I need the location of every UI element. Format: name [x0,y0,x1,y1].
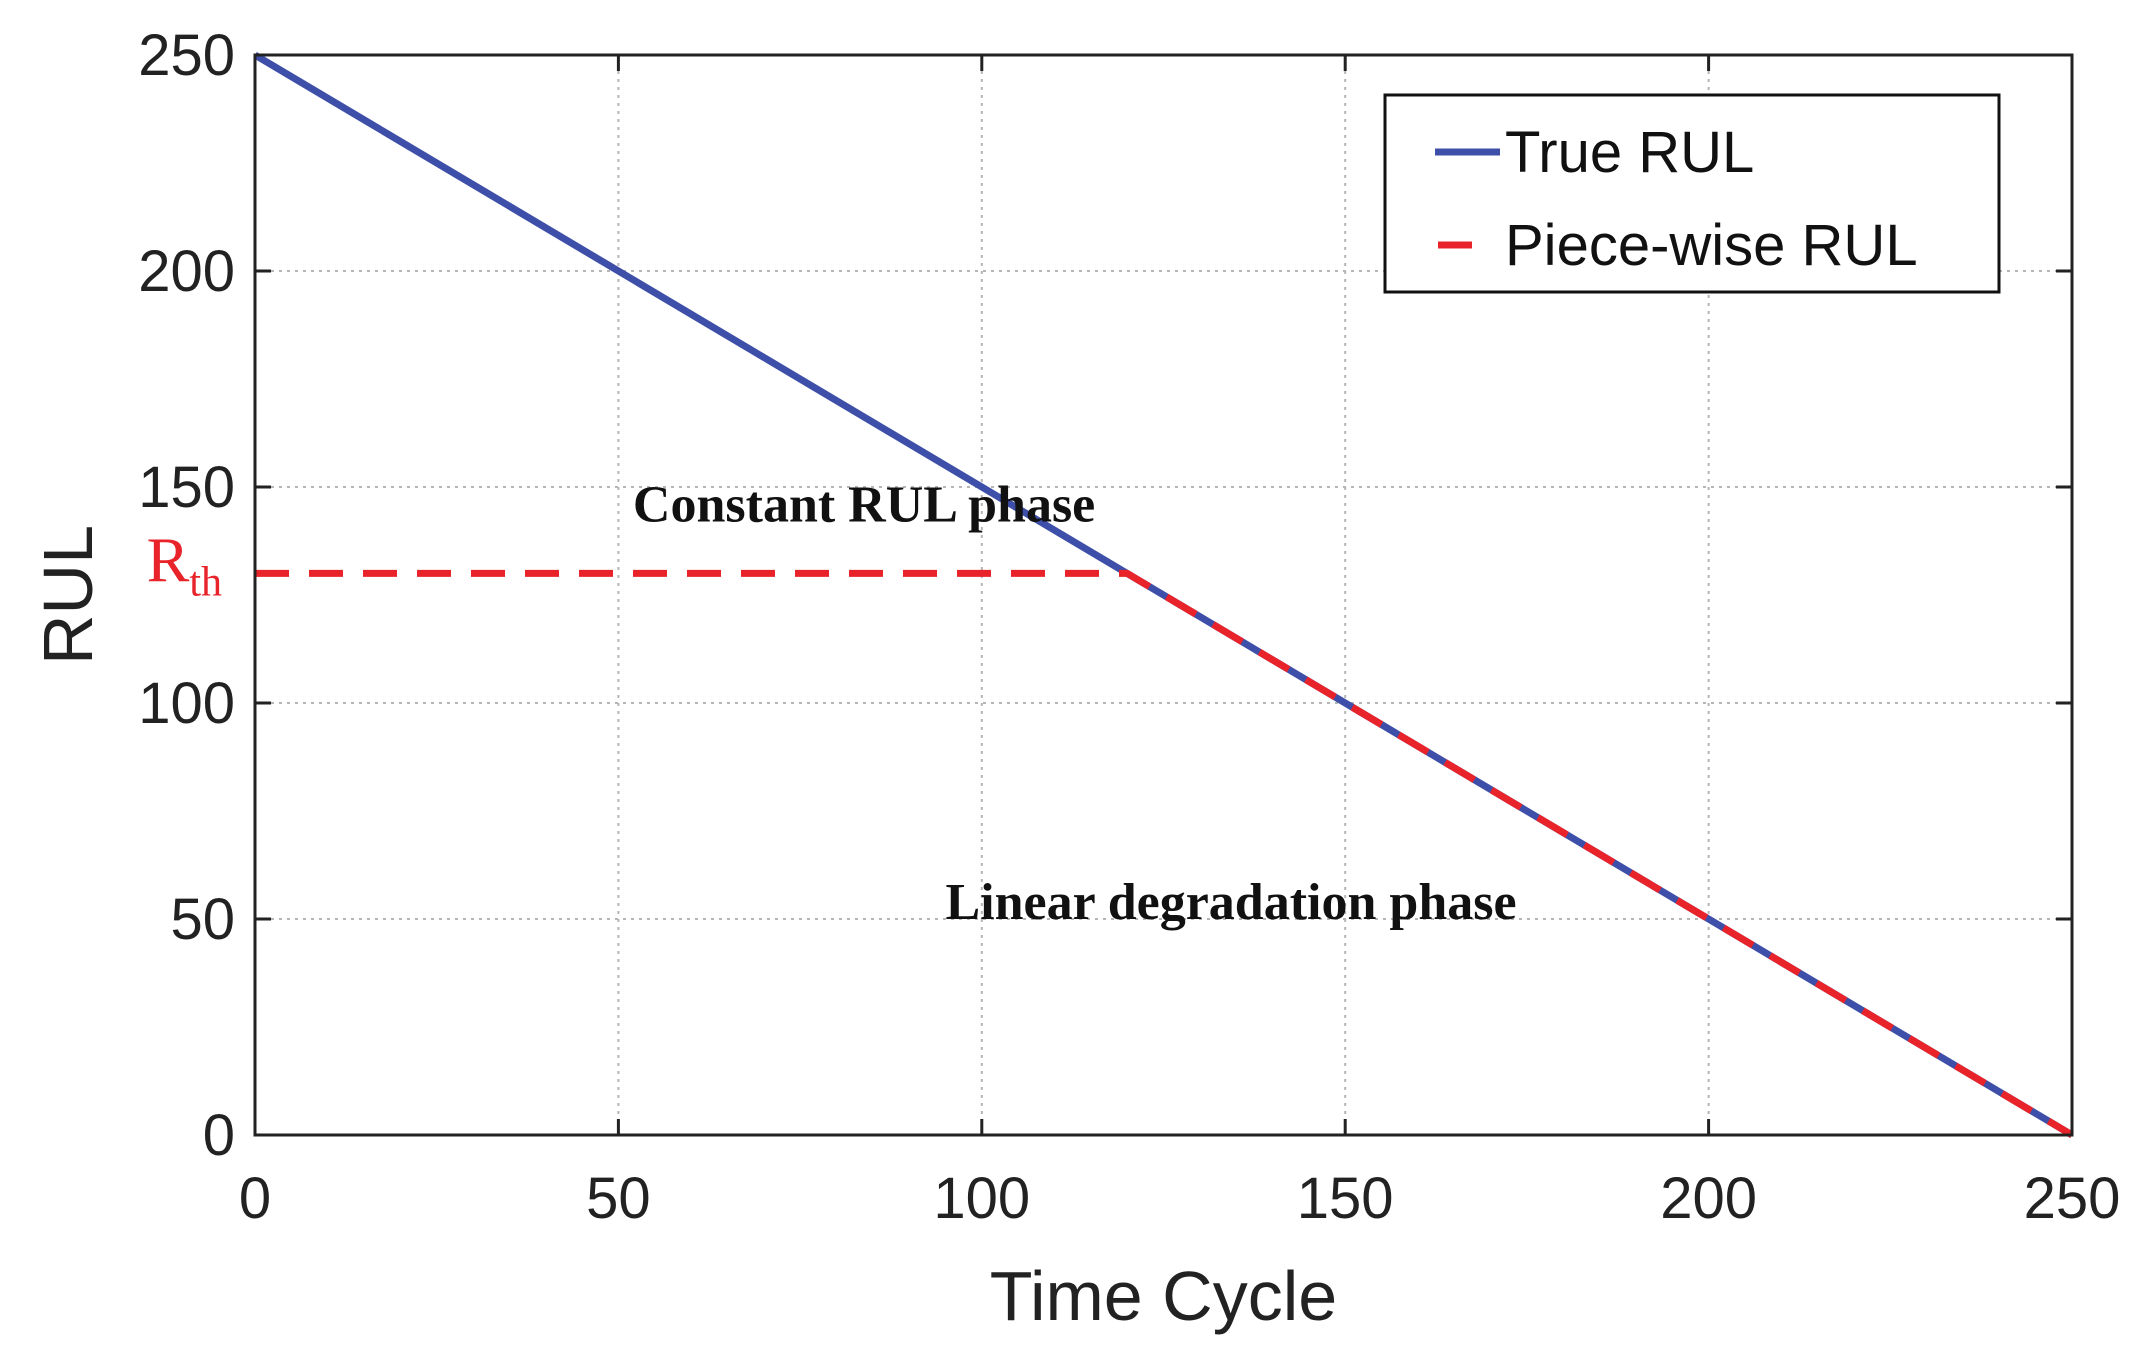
y-tick-label-250: 250 [138,23,235,88]
y-tick-labels: 0 50 100 150 200 250 [138,23,235,1168]
phase-annotations: Constant RUL phase Linear degradation pha… [633,477,1517,931]
threshold-label-sub: th [189,559,222,605]
y-tick-label-50: 50 [170,887,235,952]
plot-frame [253,53,2074,1137]
x-tick-label-50: 50 [586,1166,651,1231]
legend-label-piecewise-rul: Piece-wise RUL [1505,213,1918,278]
y-tick-label-0: 0 [203,1103,235,1168]
x-axis-title: Time Cycle [990,1257,1337,1335]
x-tick-label-200: 200 [1660,1166,1757,1231]
legend-box [1383,93,2001,294]
y-tick-label-100: 100 [138,671,235,736]
y-tick-label-200: 200 [138,239,235,304]
series-lines [253,51,2074,1139]
phase-annotation-1: Linear degradation phase [945,874,1516,931]
y-axis-title: RUL [29,525,107,665]
legend: True RUL Piece-wise RUL [1383,93,2001,294]
series-line-true-rul [253,51,2074,1139]
phase-annotation-0: Constant RUL phase [633,477,1095,534]
threshold-label-main: R [147,524,190,595]
x-tick-label-100: 100 [933,1166,1030,1231]
x-tick-label-0: 0 [239,1166,271,1231]
legend-label-true-rul: True RUL [1505,120,1754,185]
y-tick-label-150: 150 [138,455,235,520]
x-tick-labels: 0 50 100 150 200 250 [239,1166,2121,1231]
series-line-piece-wise-rul [255,569,2074,1139]
threshold-label: Rth [147,524,222,605]
x-tick-label-150: 150 [1297,1166,1394,1231]
x-tick-label-250: 250 [2024,1166,2121,1231]
axis-ticks [253,53,2074,1137]
